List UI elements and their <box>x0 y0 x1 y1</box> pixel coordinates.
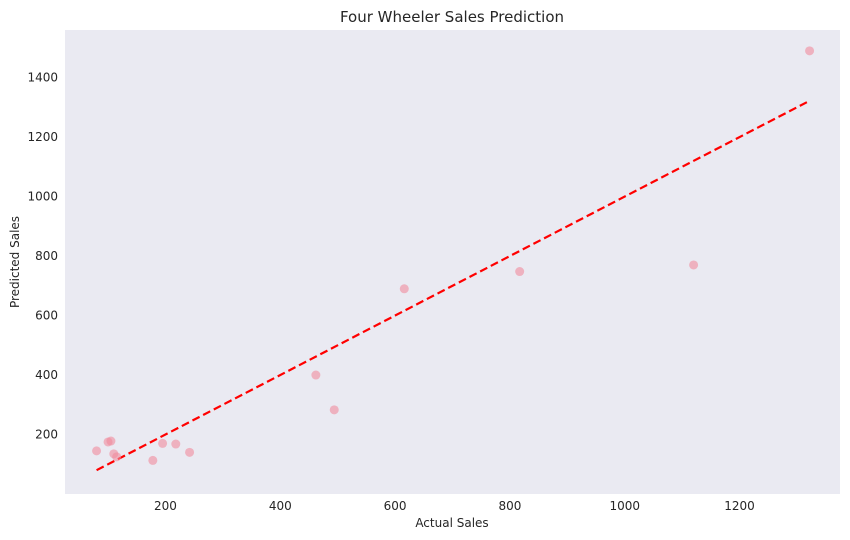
scatter-point <box>106 436 116 446</box>
scatter-point <box>515 267 525 277</box>
x-tick-label: 1000 <box>609 499 640 513</box>
x-tick-label: 400 <box>269 499 292 513</box>
scatter-point <box>311 370 321 380</box>
scatter-point <box>805 46 815 56</box>
x-axis-label: Actual Sales <box>415 516 488 530</box>
y-tick-labels: 200 400 600 800 1000 1200 1400 <box>27 71 58 442</box>
y-tick-label: 1400 <box>27 71 58 85</box>
x-tick-label: 200 <box>154 499 177 513</box>
y-tick-label: 400 <box>35 368 58 382</box>
points-layer <box>92 46 815 465</box>
y-tick-label: 1000 <box>27 190 58 204</box>
reference-line-layer <box>96 99 811 472</box>
y-tick-label: 1200 <box>27 130 58 144</box>
scatter-point <box>689 260 699 270</box>
x-tick-label: 600 <box>384 499 407 513</box>
chart-title: Four Wheeler Sales Prediction <box>340 8 564 26</box>
scatter-point <box>329 405 339 415</box>
y-tick-label: 600 <box>35 309 58 323</box>
scatter-point <box>148 455 158 465</box>
scatter-point <box>399 284 409 294</box>
x-tick-labels: 200 400 600 800 1000 1200 <box>154 499 755 513</box>
y-axis-label: Predicted Sales <box>8 216 22 308</box>
x-tick-label: 800 <box>498 499 521 513</box>
scatter-point <box>112 452 122 462</box>
scatter-point <box>185 447 195 457</box>
scatter-point <box>158 438 168 448</box>
scatter-point <box>171 439 181 449</box>
scatter-point <box>92 446 102 456</box>
x-tick-label: 1200 <box>724 499 755 513</box>
y-tick-label: 200 <box>35 428 58 442</box>
plot-area <box>65 30 840 494</box>
reference-line <box>96 99 811 472</box>
y-tick-label: 800 <box>35 249 58 263</box>
